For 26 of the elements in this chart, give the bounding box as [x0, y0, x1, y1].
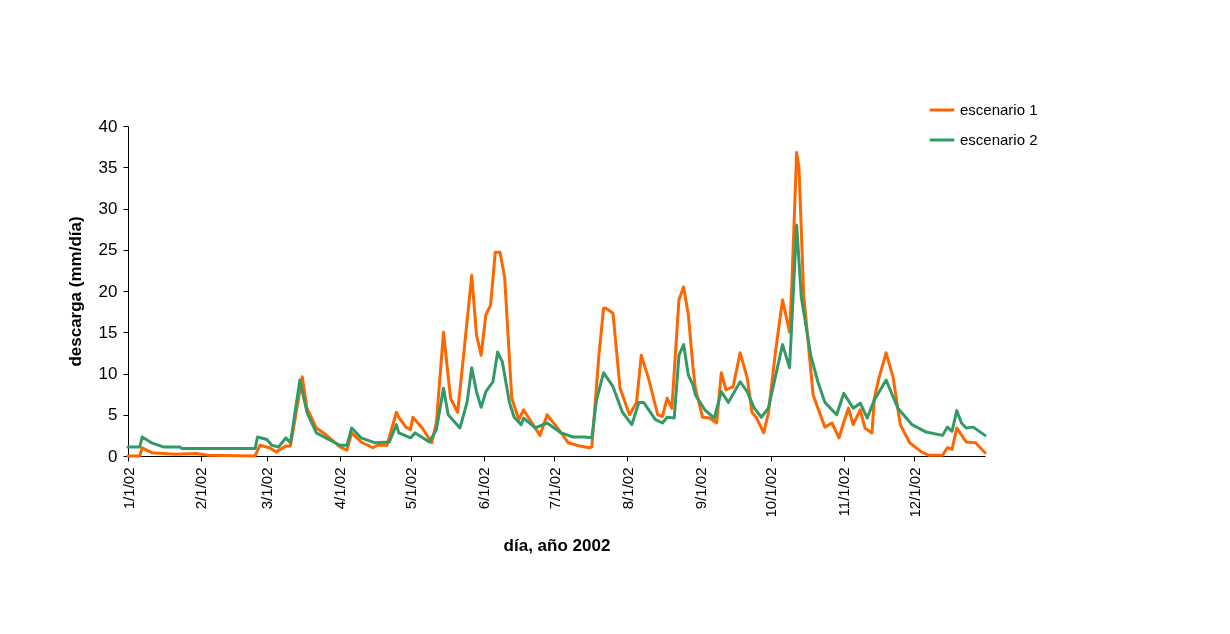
x-axis-title: día, año 2002 [503, 535, 611, 555]
x-tick-label: 6/1/02 [475, 467, 493, 510]
y-tick-label: 0 [108, 446, 118, 466]
y-axis-title: descarga (mm/día) [65, 216, 85, 367]
y-tick-label: 20 [98, 281, 118, 301]
x-tick-label: 1/1/02 [119, 467, 137, 510]
x-tick-label: 12/1/02 [905, 467, 923, 518]
x-tick-label: 10/1/02 [762, 467, 780, 518]
legend-label: escenario 2 [960, 131, 1038, 148]
y-tick-label: 10 [98, 364, 118, 383]
y-tick-label: 40 [98, 116, 118, 136]
x-tick-label: 2/1/02 [192, 467, 210, 510]
x-tick-label: 4/1/02 [331, 467, 349, 510]
x-tick-label: 11/1/02 [835, 467, 853, 517]
x-tick-label: 3/1/02 [258, 467, 276, 510]
y-tick-label: 30 [98, 199, 118, 218]
y-tick-label: 35 [98, 157, 118, 177]
line-series [126, 223, 987, 451]
x-tick-label: 9/1/02 [691, 467, 709, 510]
y-tick-label: 5 [108, 405, 118, 425]
legend-label: escenario 1 [960, 101, 1038, 118]
y-tick-label: 25 [98, 240, 118, 260]
x-tick-label: 5/1/02 [402, 467, 420, 510]
x-tick-label: 7/1/02 [545, 467, 563, 510]
y-tick-label: 15 [98, 322, 118, 342]
x-tick-label: 8/1/02 [618, 467, 636, 510]
